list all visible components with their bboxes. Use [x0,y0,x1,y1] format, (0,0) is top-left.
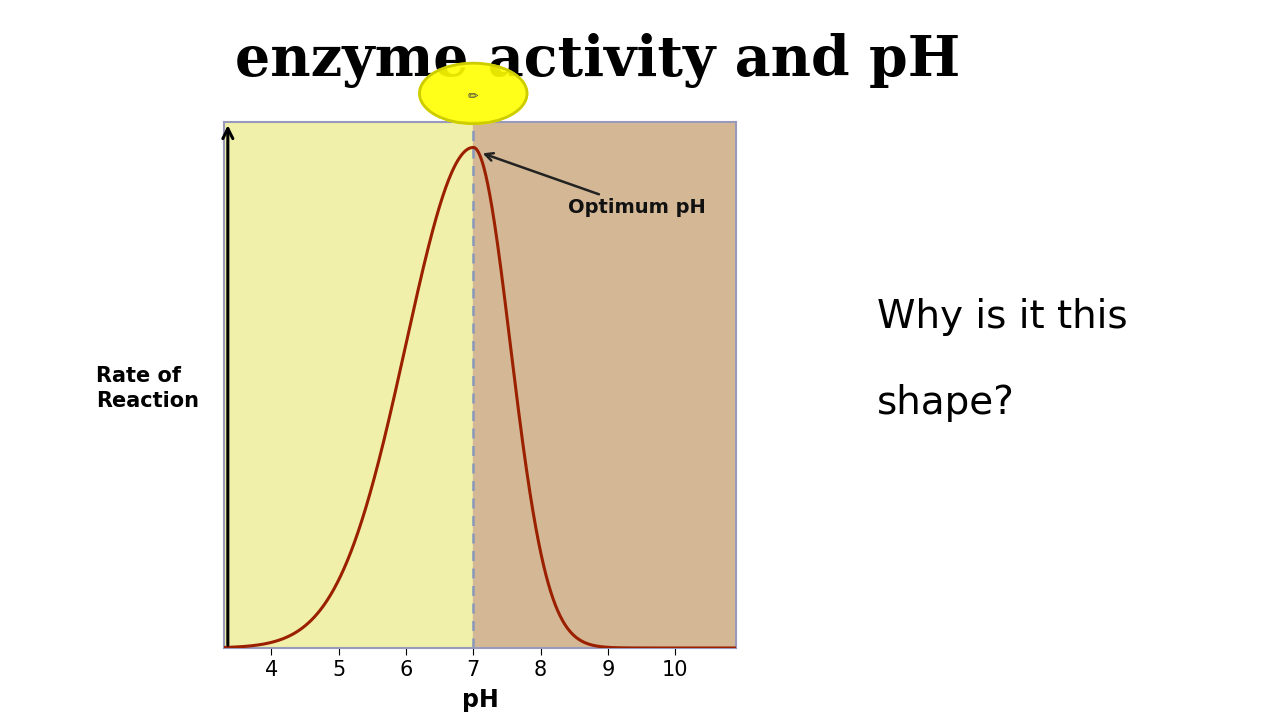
X-axis label: pH: pH [462,688,498,712]
Text: enzyme activity and pH: enzyme activity and pH [236,33,960,88]
Text: Optimum pH: Optimum pH [485,153,705,217]
Text: shape?: shape? [877,384,1015,422]
Text: Why is it this: Why is it this [877,298,1128,336]
Circle shape [420,63,527,124]
Bar [474,122,736,648]
Bar [224,122,474,648]
Text: ✏: ✏ [468,91,479,104]
Text: Rate of
Reaction: Rate of Reaction [96,366,198,411]
